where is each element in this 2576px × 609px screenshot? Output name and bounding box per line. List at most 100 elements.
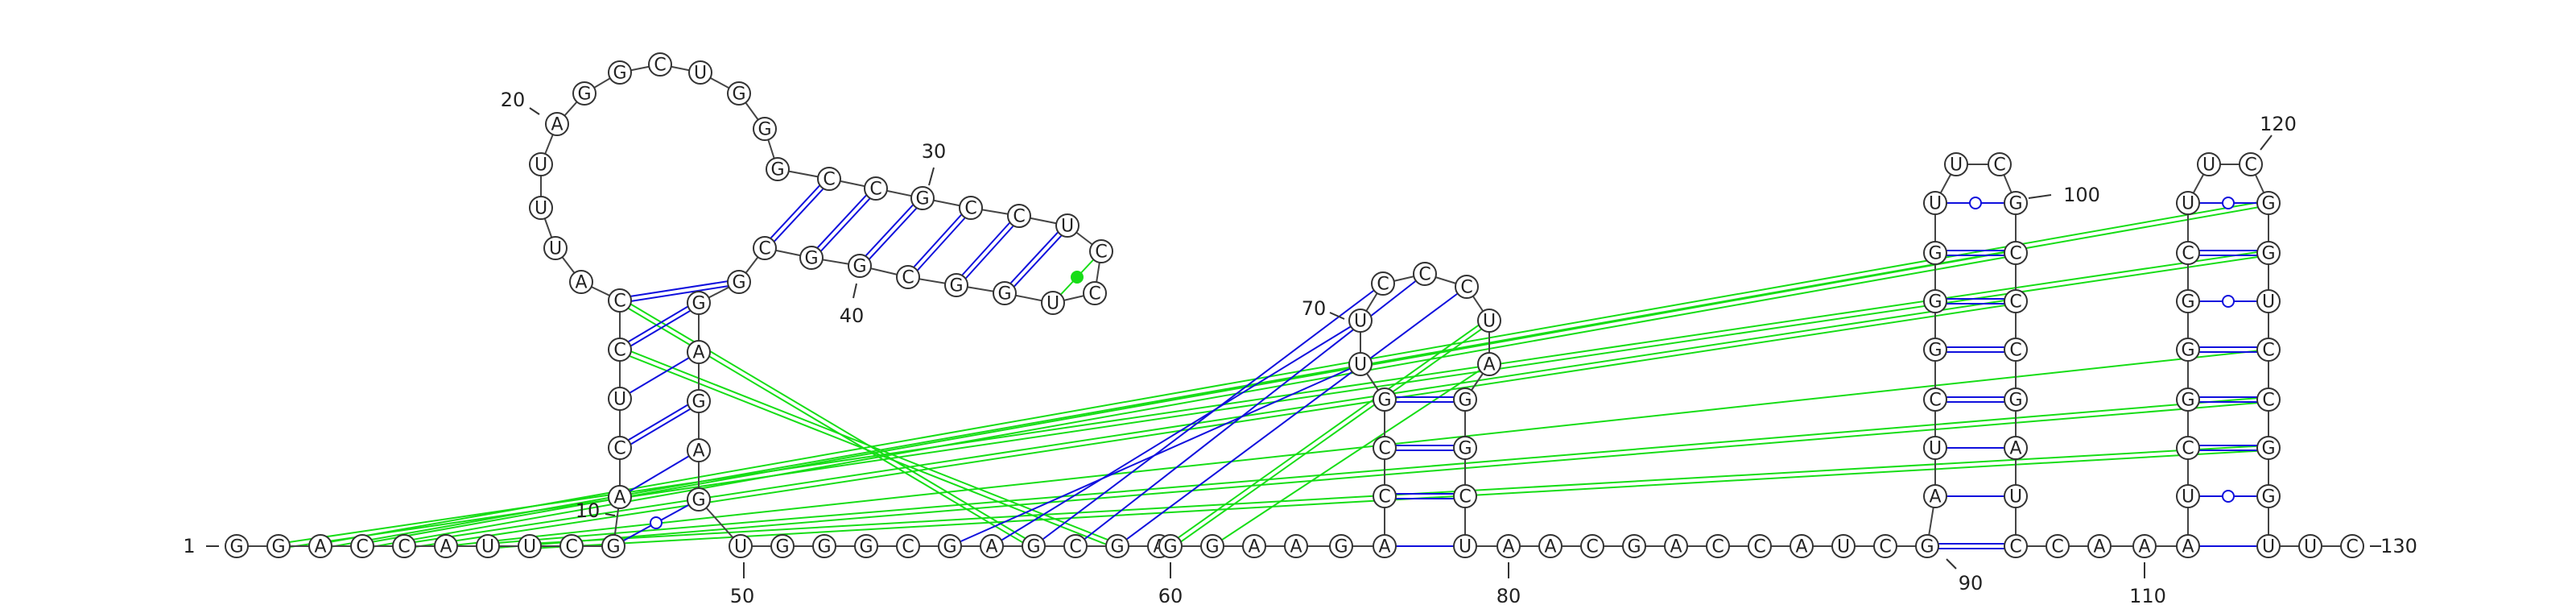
base-pair-57-72 <box>1075 273 1426 547</box>
nucleotide-118: U <box>2176 191 2200 215</box>
position-tick-20 <box>529 107 540 115</box>
svg-text:C: C <box>1586 537 1598 557</box>
nucleotide-121: G <box>2256 191 2281 215</box>
nucleotide-43: G <box>727 270 751 294</box>
nucleotide-63: A <box>1284 534 1308 558</box>
base-pair-67-77 <box>1385 445 1465 451</box>
svg-text:G: G <box>859 537 873 557</box>
base-pair-11-47 <box>619 450 700 498</box>
svg-text:C: C <box>1069 537 1081 557</box>
nucleotide-58: G <box>1105 534 1129 558</box>
svg-text:C: C <box>1013 207 1025 227</box>
svg-text:A: A <box>2093 537 2105 557</box>
svg-text:C: C <box>1879 537 1891 557</box>
svg-text:G: G <box>732 85 745 105</box>
nucleotide-72: C <box>1413 262 1437 286</box>
svg-text:U: U <box>1354 355 1367 375</box>
nucleotide-77: G <box>1453 436 1477 460</box>
nucleotide-50: G <box>770 534 795 558</box>
nucleotide-38: G <box>944 273 968 297</box>
svg-text:C: C <box>2262 391 2274 411</box>
svg-text:C: C <box>613 292 625 312</box>
nucleotide-3: A <box>308 534 332 558</box>
svg-text:U: U <box>2304 537 2317 557</box>
nucleotide-20: A <box>545 112 569 136</box>
nucleotide-130: C <box>2340 534 2364 558</box>
nucleotide-15: C <box>608 288 632 313</box>
base-pair-30-40 <box>857 196 925 268</box>
nucleotide-18: U <box>529 196 553 220</box>
base-pair-68-76 <box>1385 396 1465 403</box>
base-pair-56-71 <box>1033 283 1384 547</box>
svg-text:G: G <box>915 189 929 209</box>
nucleotide-122: G <box>2256 241 2281 265</box>
position-label-130: 130 <box>2380 535 2417 557</box>
svg-text:C: C <box>1088 284 1100 304</box>
svg-text:C: C <box>2182 439 2194 459</box>
svg-text:U: U <box>535 199 547 219</box>
nucleotide-1: G <box>225 534 249 558</box>
nucleotide-17: U <box>543 236 568 260</box>
svg-text:C: C <box>398 537 410 557</box>
svg-text:U: U <box>2009 487 2022 508</box>
svg-text:U: U <box>1061 217 1074 237</box>
base-pair-12-46 <box>617 398 701 451</box>
svg-text:G: G <box>1458 391 1472 411</box>
pseudoknot-pair-14-58 <box>618 346 1119 549</box>
position-tick-90 <box>1946 558 1957 570</box>
svg-text:C: C <box>2182 244 2194 264</box>
nucleotide-94: G <box>1923 338 1947 362</box>
base-pair-112-127 <box>2188 490 2268 503</box>
svg-text:G: G <box>2261 244 2275 264</box>
svg-text:C: C <box>1378 439 1390 459</box>
nucleotide-44: G <box>687 291 711 315</box>
svg-text:C: C <box>2262 341 2274 361</box>
nucleotide-113: C <box>2176 436 2200 460</box>
svg-text:C: C <box>565 537 577 557</box>
svg-text:C: C <box>758 239 770 259</box>
svg-text:C: C <box>654 56 666 76</box>
svg-text:C: C <box>2346 537 2358 557</box>
nucleotide-129: U <box>2298 534 2322 558</box>
svg-text:A: A <box>440 537 452 557</box>
nucleotide-53: C <box>896 534 920 558</box>
base-pair-114-125 <box>2188 396 2268 403</box>
nucleotide-42: C <box>753 236 777 260</box>
svg-text:C: C <box>902 268 914 288</box>
svg-text:G: G <box>817 537 831 557</box>
base-pair-94-103 <box>1935 346 2016 353</box>
svg-text:U: U <box>2262 292 2275 313</box>
nucleotide-110: A <box>2132 534 2157 558</box>
nucleotide-112: U <box>2176 484 2200 508</box>
base-pair-15-43 <box>619 279 740 304</box>
svg-text:A: A <box>985 537 997 557</box>
nucleotide-128: U <box>2256 534 2281 558</box>
nucleotide-51: G <box>812 534 836 558</box>
nucleotide-102: C <box>2004 289 2028 313</box>
nucleotide-120: C <box>2239 152 2263 176</box>
nucleotide-106: U <box>2004 484 2028 508</box>
svg-text:G: G <box>229 537 243 557</box>
nucleotide-34: C <box>1089 239 1113 263</box>
svg-text:G: G <box>1163 537 1177 557</box>
position-label-120: 120 <box>2260 113 2297 135</box>
svg-text:A: A <box>2138 537 2150 557</box>
base-pair-95-102 <box>1935 298 2016 304</box>
svg-text:G: G <box>2181 292 2194 313</box>
backbone-layer <box>237 64 2352 547</box>
svg-text:U: U <box>2262 537 2275 557</box>
nucleotide-64: G <box>1329 534 1353 558</box>
position-tick-120 <box>2260 135 2273 151</box>
base-pair-66-78 <box>1385 493 1465 499</box>
nucleotide-70: U <box>1348 309 1373 333</box>
nucleotide-37: G <box>993 281 1017 305</box>
nucleotide-80: A <box>1496 534 1521 558</box>
nucleotide-30: G <box>910 186 935 210</box>
svg-text:A: A <box>1795 537 1807 557</box>
svg-text:U: U <box>2202 155 2215 176</box>
svg-text:U: U <box>1837 537 1850 557</box>
svg-text:A: A <box>692 343 704 363</box>
svg-text:C: C <box>1378 487 1390 508</box>
svg-text:A: A <box>2009 439 2021 459</box>
base-pair-28-42 <box>762 176 832 251</box>
